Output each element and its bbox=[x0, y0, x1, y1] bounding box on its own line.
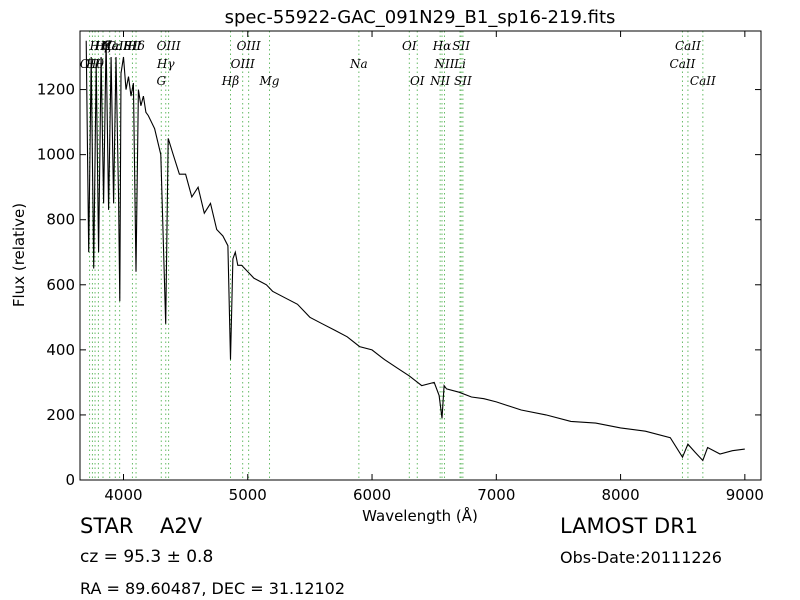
x-tick-label: 5000 bbox=[229, 486, 267, 504]
spectral-line-label: Hβ bbox=[221, 74, 239, 88]
plot-frame bbox=[79, 30, 762, 481]
survey-name: LAMOST DR1 bbox=[560, 514, 699, 538]
spectral-line-label: Na bbox=[349, 57, 368, 71]
spectral-line-label: Hζ bbox=[94, 39, 113, 53]
spectral-line-label: CaII bbox=[690, 74, 716, 88]
spectral-line-label: SII bbox=[124, 39, 142, 53]
object-subclass: A2V bbox=[160, 514, 203, 538]
spectral-line-label: OI bbox=[402, 39, 417, 53]
spectral-line-label: CaII bbox=[102, 39, 128, 53]
x-tick-label: 9000 bbox=[726, 486, 764, 504]
x-tick-label: 8000 bbox=[601, 486, 639, 504]
y-tick-label: 800 bbox=[46, 211, 75, 229]
x-axis-ticks: 4000 5000 6000 7000 8000 9000 bbox=[104, 31, 764, 504]
observation-date: Obs-Date:20111226 bbox=[560, 548, 722, 567]
redshift-value: cz = 95.3 ± 0.8 bbox=[80, 547, 214, 567]
object-class: STAR bbox=[80, 514, 134, 538]
spectral-line-label: Hε bbox=[100, 39, 118, 53]
y-tick-label: 400 bbox=[46, 341, 75, 359]
spectral-line-label: OI bbox=[410, 74, 425, 88]
x-tick-label: 6000 bbox=[353, 486, 391, 504]
spectral-line-label: CaII bbox=[107, 39, 133, 53]
spectral-line-label: Hδ bbox=[126, 39, 145, 53]
spectral-line-label: Hη bbox=[89, 39, 108, 53]
spectral-line-label: SII bbox=[454, 74, 472, 88]
y-tick-label: 200 bbox=[46, 406, 75, 424]
chart-title: spec-55922-GAC_091N29_B1_sp16-219.fits bbox=[225, 7, 616, 28]
y-tick-label: 600 bbox=[46, 276, 75, 294]
spectral-line-label: OII bbox=[80, 57, 100, 71]
spectral-line-label: Mg bbox=[259, 74, 280, 88]
spectral-line-label: OIII bbox=[231, 57, 255, 71]
y-tick-label: 1000 bbox=[37, 146, 75, 164]
spectral-line-label: Hθ bbox=[85, 57, 104, 71]
spectral-line-markers bbox=[89, 31, 704, 480]
spectral-line-label: OIII bbox=[237, 39, 261, 53]
spectral-line-label: Hγ bbox=[156, 57, 175, 71]
spectral-line-label: Li bbox=[453, 57, 466, 71]
y-axis-ticks: 0 200 400 600 800 1000 1200 bbox=[37, 81, 761, 489]
spectral-line-label: OIII bbox=[157, 39, 181, 53]
spectral-line-label: CaII bbox=[670, 57, 696, 71]
coordinates: RA = 89.60487, DEC = 31.12102 bbox=[80, 579, 346, 598]
spectral-line-label: Hα bbox=[432, 39, 452, 53]
y-axis-label: Flux (relative) bbox=[10, 203, 28, 307]
x-tick-label: 7000 bbox=[477, 486, 515, 504]
spectral-line-label: NII bbox=[429, 74, 450, 88]
spectrum-series-line bbox=[85, 40, 745, 462]
x-tick-label: 4000 bbox=[104, 486, 142, 504]
x-axis-label: Wavelength (Å) bbox=[362, 506, 478, 525]
spectral-line-label: SII bbox=[452, 39, 470, 53]
spectral-line-label: NII bbox=[433, 57, 454, 71]
spectral-line-label: G bbox=[156, 74, 166, 88]
y-tick-label: 1200 bbox=[37, 81, 75, 99]
y-tick-label: 0 bbox=[65, 471, 75, 489]
spectral-line-label: CaII bbox=[675, 39, 701, 53]
